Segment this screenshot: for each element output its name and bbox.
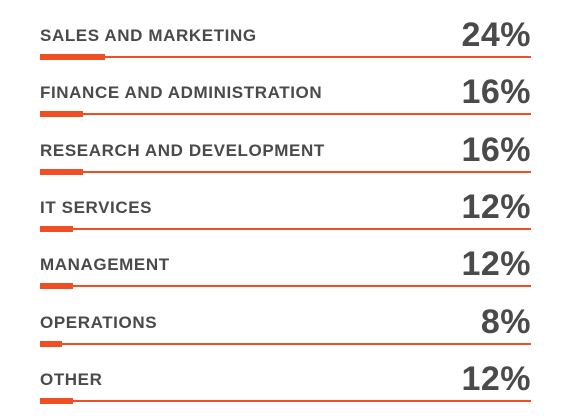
value-label: 16% [461,130,531,169]
category-label: IT SERVICES [40,197,153,217]
value-label: 12% [461,187,531,226]
bar-track [40,170,531,173]
chart-row: IT SERVICES 12% [40,174,531,232]
chart-row: SALES AND MARKETING 24% [40,2,531,60]
bar-track [40,113,531,116]
bar-fill [40,54,106,60]
bar-fill [40,340,62,347]
category-label: SALES AND MARKETING [40,26,257,45]
bar-fill [40,397,73,404]
chart-row: RESEARCH AND DEVELOPMENT 16% [40,117,531,175]
bar-track [40,56,531,58]
value-label: 12% [461,245,531,284]
bar-fill [40,168,84,175]
chart-row: OPERATIONS 8% [40,289,531,347]
category-label: OPERATIONS [40,312,158,332]
value-label: 24% [461,16,531,54]
bar-track [40,227,531,230]
value-label: 8% [480,302,531,341]
category-label: FINANCE AND ADMINISTRATION [40,83,323,103]
value-label: 12% [461,359,531,398]
bar-fill [40,283,73,290]
bar-track [40,342,531,345]
chart-row: FINANCE AND ADMINISTRATION 16% [40,59,531,118]
bar-track [40,399,531,402]
bar-fill [40,111,84,118]
bar-fill [40,225,73,232]
chart-row: MANAGEMENT 12% [40,231,531,290]
category-label: RESEARCH AND DEVELOPMENT [40,140,325,160]
value-label: 16% [461,73,531,112]
bar-track [40,285,531,288]
category-label: OTHER [40,369,103,389]
chart-row: OTHER 12% [40,346,531,404]
category-label: MANAGEMENT [40,255,170,275]
